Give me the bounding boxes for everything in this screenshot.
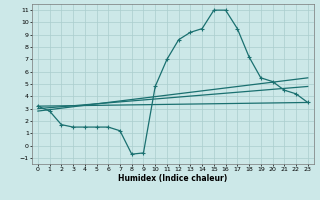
X-axis label: Humidex (Indice chaleur): Humidex (Indice chaleur) bbox=[118, 174, 228, 183]
